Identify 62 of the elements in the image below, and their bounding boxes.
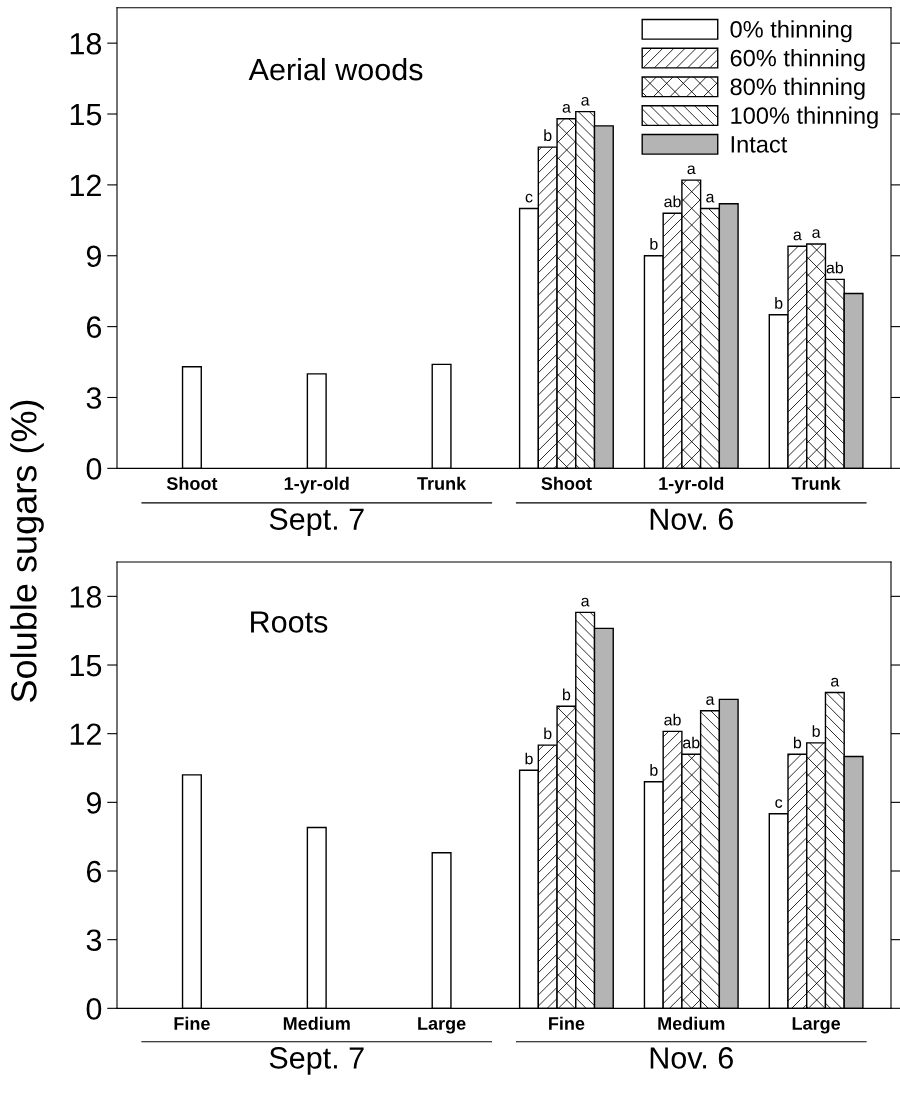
annotation: Aerial woods	[248, 57, 423, 81]
y-tick-label: 18	[70, 32, 102, 55]
y-tick-label: 6	[86, 316, 102, 338]
data-label: a	[831, 677, 840, 687]
data-label: a	[562, 104, 571, 113]
text: Sept. 7	[269, 1047, 364, 1075]
data-label: ab	[826, 261, 844, 274]
y-tick-label: 9	[86, 245, 101, 268]
data-label: a	[706, 696, 715, 705]
data-label: b	[775, 297, 783, 309]
x-tick-label: Large	[792, 1017, 841, 1034]
y-tick-label: 6	[86, 860, 102, 883]
x-tick-label: Fine	[549, 1016, 585, 1030]
x-tick-label: Shoot	[541, 476, 592, 490]
data-label: b	[544, 727, 552, 740]
legend-label: 60% thinning	[730, 49, 865, 72]
x-tick-label: 1-yr-old	[659, 476, 724, 494]
y-tick-label: 12	[70, 723, 101, 745]
data-label: b	[563, 688, 571, 701]
text: Nov. 6	[650, 508, 733, 530]
data-label: ab	[683, 736, 700, 749]
data-label: ab	[664, 195, 681, 208]
x-tick-label: Trunk	[417, 476, 467, 490]
data-label: b	[650, 238, 658, 250]
legend-label: Intact	[731, 136, 788, 153]
legend-label: 0% thinning	[730, 20, 852, 43]
x-tick-label: Medium	[658, 1016, 725, 1030]
y-tick-label: 12	[70, 174, 101, 196]
y-tick-label: 15	[70, 104, 102, 126]
x-tick-label: Shoot	[166, 476, 218, 490]
x-tick-label: Medium	[283, 1016, 350, 1030]
legend-label: 80% thinning	[730, 77, 865, 100]
data-label: b	[793, 736, 802, 749]
x-tick-label: Trunk	[791, 476, 841, 490]
data-label: c	[775, 799, 783, 808]
data-label: c	[525, 193, 533, 203]
text: Nov. 6	[650, 1047, 733, 1069]
data-label: a	[581, 597, 590, 607]
y-axis-title: Soluble sugars (%)	[10, 400, 44, 702]
y-tick-label: 15	[70, 655, 102, 677]
data-label: b	[650, 764, 658, 776]
y-tick-label: 3	[86, 929, 102, 952]
y-tick-label: 0	[86, 998, 102, 1020]
y-tick-label: 0	[86, 458, 102, 480]
text: Sept. 7	[269, 508, 364, 536]
legend-label: 100% thinning	[731, 106, 878, 129]
data-label: a	[706, 193, 715, 203]
data-label: a	[687, 165, 696, 175]
data-label: a	[812, 229, 821, 238]
x-tick-label: Large	[418, 1017, 466, 1034]
data-label: ab	[664, 713, 681, 726]
y-tick-label: 18	[70, 586, 102, 608]
data-label: b	[544, 129, 552, 142]
data-label: b	[525, 752, 533, 765]
data-label: a	[793, 231, 802, 241]
x-tick-label: Fine	[174, 1016, 210, 1030]
x-tick-label: 1-yr-old	[284, 476, 349, 494]
annotation: Roots	[251, 611, 328, 633]
y-tick-label: 3	[86, 387, 102, 409]
y-tick-label: 9	[86, 792, 101, 814]
data-label: a	[581, 96, 590, 106]
data-label: b	[812, 725, 820, 737]
